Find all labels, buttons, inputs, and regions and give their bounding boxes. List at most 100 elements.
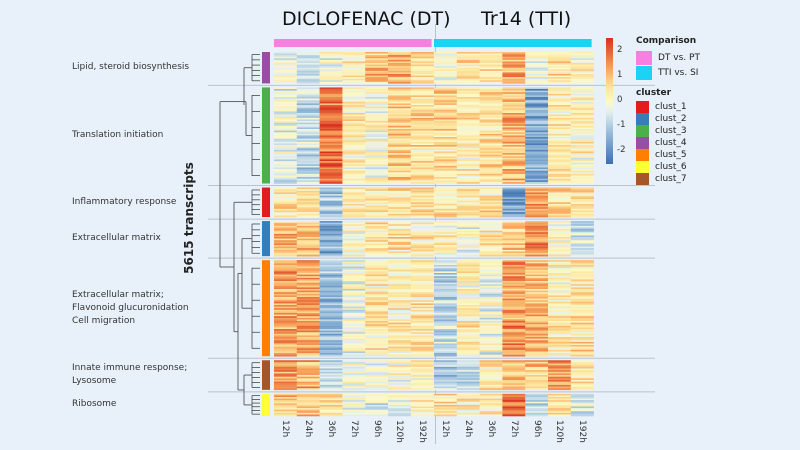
heatmap-cell	[548, 95, 572, 98]
heatmap-cell	[548, 319, 572, 322]
heatmap-cell	[388, 224, 412, 227]
heatmap-cell	[570, 140, 594, 143]
heatmap-cell	[479, 97, 503, 99]
heatmap-cell	[502, 203, 526, 206]
heatmap-cell	[319, 148, 343, 151]
heatmap-cell	[434, 80, 458, 83]
heatmap-cell	[434, 303, 458, 306]
heatmap-cell	[365, 271, 389, 274]
heatmap-cell	[388, 333, 412, 336]
heatmap-cell	[525, 100, 549, 103]
heatmap-cell	[296, 412, 320, 415]
heatmap-cell	[388, 66, 412, 69]
heatmap-cell	[410, 215, 434, 218]
heatmap-cell	[502, 224, 526, 227]
heatmap-cell	[548, 408, 572, 410]
heatmap-cell	[479, 178, 503, 181]
heatmap-cell	[388, 145, 412, 147]
heatmap-cell	[342, 153, 366, 155]
heatmap-cell	[479, 162, 503, 165]
heatmap-cell	[525, 361, 549, 364]
heatmap-cell	[296, 314, 320, 317]
heatmap-cell	[502, 254, 526, 257]
heatmap-cell	[365, 116, 389, 119]
heatmap-cell	[502, 213, 526, 216]
heatmap-cell	[296, 313, 320, 315]
heatmap-cell	[319, 277, 343, 280]
heatmap-cell	[525, 225, 549, 228]
heatmap-cell	[525, 92, 549, 95]
heatmap-cell	[548, 55, 572, 58]
heatmap-cell	[365, 414, 389, 417]
heatmap-cell	[410, 251, 434, 254]
heatmap-cell	[548, 317, 572, 320]
heatmap-cell	[388, 290, 412, 293]
heatmap-cell	[548, 125, 572, 128]
heatmap-cell	[319, 143, 343, 146]
heatmap-cell	[502, 197, 526, 200]
heatmap-cell	[274, 178, 298, 181]
heatmap-cell	[434, 293, 458, 296]
heatmap-cell	[319, 180, 343, 183]
heatmap-cell	[434, 393, 458, 396]
heatmap-cell	[456, 138, 480, 141]
heatmap-cell	[296, 379, 320, 382]
heatmap-cell	[365, 268, 389, 271]
heatmap-cell	[388, 325, 412, 328]
heatmap-cell	[410, 277, 434, 280]
heatmap-cell	[274, 133, 298, 136]
heatmap-cell	[296, 181, 320, 184]
heatmap-cell	[365, 284, 389, 287]
heatmap-cell	[502, 177, 526, 179]
heatmap-cell	[296, 284, 320, 287]
x-tick-label: 192h	[577, 420, 588, 443]
heatmap-cell	[388, 366, 412, 369]
heatmap-cell	[548, 222, 572, 225]
heatmap-cell	[319, 140, 343, 143]
heatmap-cell	[548, 246, 572, 249]
heatmap-cell	[319, 190, 343, 193]
heatmap-cell	[479, 314, 503, 317]
heatmap-cell	[342, 279, 366, 282]
heatmap-cell	[502, 103, 526, 106]
heatmap-cell	[434, 108, 458, 111]
heatmap-cell	[342, 62, 366, 65]
heatmap-cell	[342, 119, 366, 122]
heatmap-cell	[570, 130, 594, 133]
heatmap-cell	[342, 378, 366, 381]
heatmap-cell	[388, 287, 412, 290]
heatmap-cell	[410, 243, 434, 246]
heatmap-cell	[342, 232, 366, 235]
heatmap-cell	[570, 55, 594, 58]
heatmap-cell	[502, 189, 526, 192]
heatmap-cell	[502, 371, 526, 374]
heatmap-cell	[456, 215, 480, 218]
heatmap-cell	[410, 229, 434, 231]
heatmap-cell	[434, 200, 458, 203]
heatmap-cell	[548, 59, 572, 62]
heatmap-cell	[434, 119, 458, 122]
heatmap-cell	[388, 254, 412, 257]
heatmap-cell	[342, 325, 366, 328]
heatmap-cell	[570, 180, 594, 183]
heatmap-cell	[410, 305, 434, 307]
heatmap-cell	[274, 78, 298, 81]
heatmap-cell	[434, 238, 458, 241]
heatmap-cell	[342, 143, 366, 146]
heatmap-cell	[274, 276, 298, 279]
heatmap-cell	[434, 361, 458, 364]
heatmap-cell	[434, 254, 458, 257]
heatmap-cell	[479, 378, 503, 381]
heatmap-cell	[548, 412, 572, 415]
heatmap-cell	[525, 338, 549, 341]
heatmap-cell	[479, 393, 503, 396]
heatmap-cell	[525, 333, 549, 336]
heatmap-cell	[410, 349, 434, 352]
heatmap-cell	[525, 301, 549, 304]
heatmap-cell	[296, 169, 320, 171]
heatmap-cell	[319, 95, 343, 98]
heatmap-cell	[570, 113, 594, 115]
heatmap-cell	[365, 353, 389, 355]
heatmap-cell	[410, 169, 434, 171]
heatmap-cell	[388, 337, 412, 339]
